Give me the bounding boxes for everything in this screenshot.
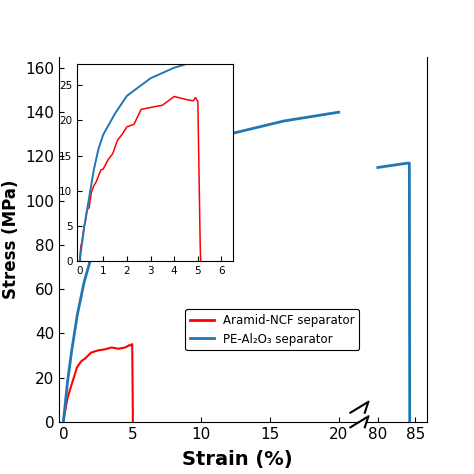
Y-axis label: Stress (MPa): Stress (MPa) <box>2 180 20 299</box>
Legend: Aramid-NCF separator, PE-Al₂O₃ separator: Aramid-NCF separator, PE-Al₂O₃ separator <box>185 309 359 350</box>
Text: Strain (%): Strain (%) <box>182 450 292 469</box>
